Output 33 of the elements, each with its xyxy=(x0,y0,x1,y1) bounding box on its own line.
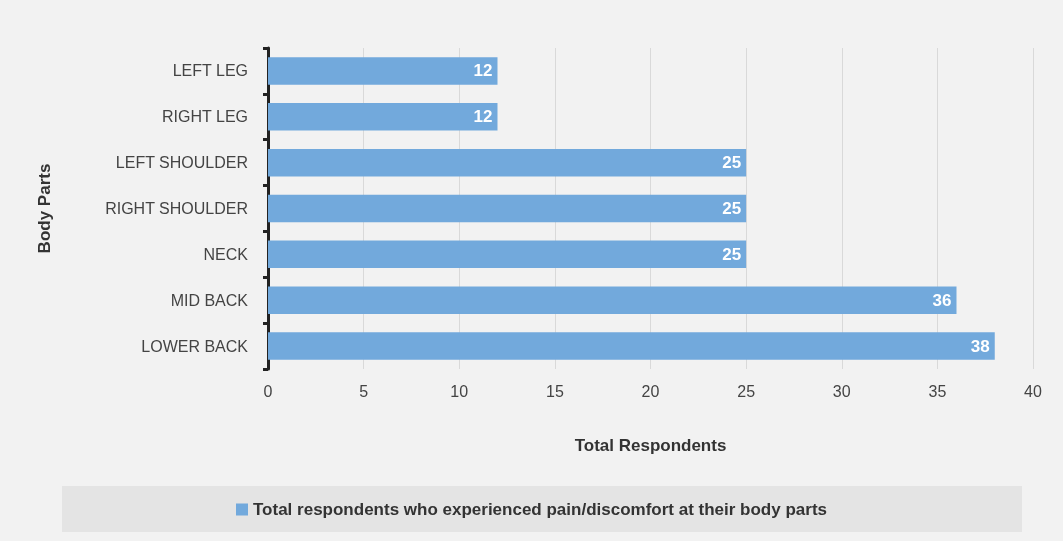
data-label: 12 xyxy=(473,107,493,127)
x-tick-label: 15 xyxy=(545,382,564,400)
x-axis-title: Total Respondents xyxy=(574,436,727,455)
y-tick-label: LEFT SHOULDER xyxy=(115,154,248,172)
y-tick-label: RIGHT SHOULDER xyxy=(105,200,248,217)
bar xyxy=(268,103,498,131)
bar xyxy=(268,148,747,177)
data-label: 25 xyxy=(722,153,742,173)
y-tick-label: LEFT LEG xyxy=(172,62,248,80)
y-tick-label: NECK xyxy=(203,245,249,263)
x-tick-label: 10 xyxy=(450,382,469,400)
y-tick-label: RIGHT LEG xyxy=(162,108,248,126)
x-tick-label: 35 xyxy=(928,382,947,400)
y-tick-label: MID BACK xyxy=(170,291,249,309)
x-tick-label: 30 xyxy=(832,382,851,400)
x-tick-label: 40 xyxy=(1024,382,1042,400)
data-label: 36 xyxy=(932,290,952,310)
legend-label: Total respondents who experienced pain/discomfort at their body parts xyxy=(253,500,827,519)
x-tick-label: 25 xyxy=(737,382,756,400)
bar xyxy=(268,286,957,314)
bar xyxy=(268,194,747,223)
y-axis-title: Body Parts xyxy=(35,163,54,254)
x-tick-label: 5 xyxy=(359,382,369,400)
data-label: 38 xyxy=(970,336,990,356)
x-tick-label: 0 xyxy=(263,382,273,400)
data-label: 25 xyxy=(722,244,742,264)
data-label: 12 xyxy=(473,61,493,81)
x-tick-label: 20 xyxy=(641,382,660,400)
y-tick-label: LOWER BACK xyxy=(141,337,249,355)
bar xyxy=(268,240,747,269)
bar xyxy=(268,57,498,85)
bar xyxy=(268,332,995,360)
data-label: 25 xyxy=(722,199,742,218)
